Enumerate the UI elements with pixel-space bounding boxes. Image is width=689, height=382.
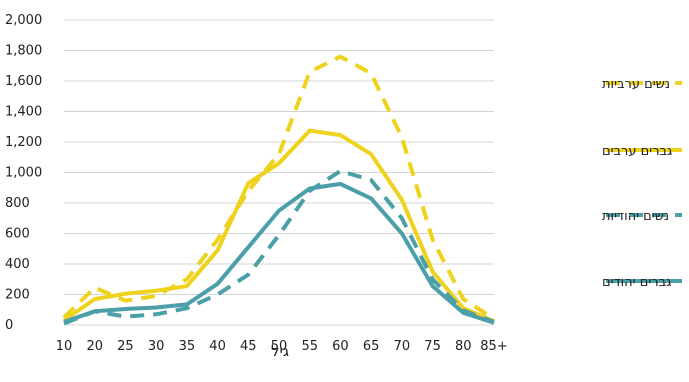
legend-label: נשים יהודיות xyxy=(602,209,669,224)
x-axis-label: גיל xyxy=(271,342,289,360)
x-tick-label: 45 xyxy=(240,339,257,354)
x-tick-label: 10 xyxy=(56,339,73,354)
legend-label: נשים ערביות xyxy=(602,77,670,92)
y-tick-label: 0 xyxy=(5,318,13,333)
legend-label: גברים ערבים xyxy=(602,144,672,159)
x-tick-label: 50 xyxy=(271,339,288,354)
x-tick-label: 85+ xyxy=(480,339,507,354)
legend-label: גברים יהודים xyxy=(602,275,671,290)
series-line-2 xyxy=(62,128,495,324)
y-tick-label: 200 xyxy=(5,288,30,303)
x-tick-label: 55 xyxy=(301,339,318,354)
x-tick-label: 80 xyxy=(455,339,472,354)
series-lines xyxy=(62,54,496,326)
x-tick-label: 20 xyxy=(86,339,103,354)
x-tick-label: 65 xyxy=(363,339,380,354)
y-tick-label: 1,800 xyxy=(5,44,42,59)
series-line-4 xyxy=(63,181,495,325)
y-axis-ticks: 0 200 400 600 800 1,000 1,200 1,400 1,600 1,800 2,… xyxy=(5,13,42,333)
y-tick-label: 1,400 xyxy=(5,105,42,120)
x-axis-ticks: 10 20 25 30 35 40 45 50 55 60 65 70 75 80 85+ xyxy=(56,339,508,354)
x-tick-label: 75 xyxy=(424,339,441,354)
x-tick-label: 60 xyxy=(332,339,349,354)
y-tick-label: 1,200 xyxy=(5,135,42,150)
legend: נשים ערביות גברים ערבים נשים יהודיות גברים … xyxy=(602,77,682,290)
x-tick-label: 70 xyxy=(394,339,411,354)
y-tick-label: 400 xyxy=(5,257,30,272)
x-tick-label: 35 xyxy=(179,339,196,354)
x-tick-label: 40 xyxy=(209,339,226,354)
x-tick-label: 25 xyxy=(117,339,134,354)
y-tick-label: 600 xyxy=(5,227,30,242)
y-tick-label: 1,600 xyxy=(5,74,42,89)
series-line-3 xyxy=(63,169,495,326)
y-tick-label: 2,000 xyxy=(5,13,42,28)
x-tick-label: 30 xyxy=(148,339,165,354)
y-tick-label: 800 xyxy=(5,196,30,211)
y-tick-label: 1,000 xyxy=(5,166,42,181)
